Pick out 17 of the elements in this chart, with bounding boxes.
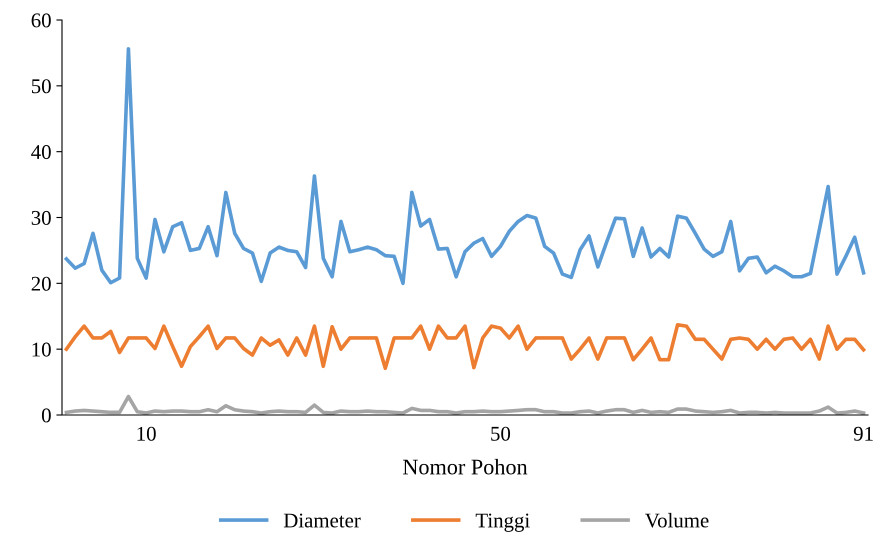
y-tick-label: 60 [32, 13, 51, 28]
line-series [64, 47, 866, 286]
legend-label: Volume [645, 512, 708, 528]
y-tick-label: 30 [32, 210, 51, 225]
legend-label: Diameter [284, 514, 361, 528]
y-tick-label: 0 [42, 408, 51, 422]
y-tick-label: 10 [32, 342, 51, 357]
line-series [64, 394, 866, 415]
x-axis-title: Nomor Pohon [402, 458, 528, 475]
x-tick-label: 91 [854, 426, 873, 441]
y-tick-label: 20 [32, 276, 51, 291]
x-tick-label: 50 [491, 426, 510, 441]
legend-label: Tinggi [476, 514, 530, 532]
line-series [64, 323, 866, 370]
x-tick-label: 10 [138, 426, 156, 441]
y-tick-label: 40 [31, 145, 51, 160]
y-tick-label: 50 [32, 79, 51, 94]
